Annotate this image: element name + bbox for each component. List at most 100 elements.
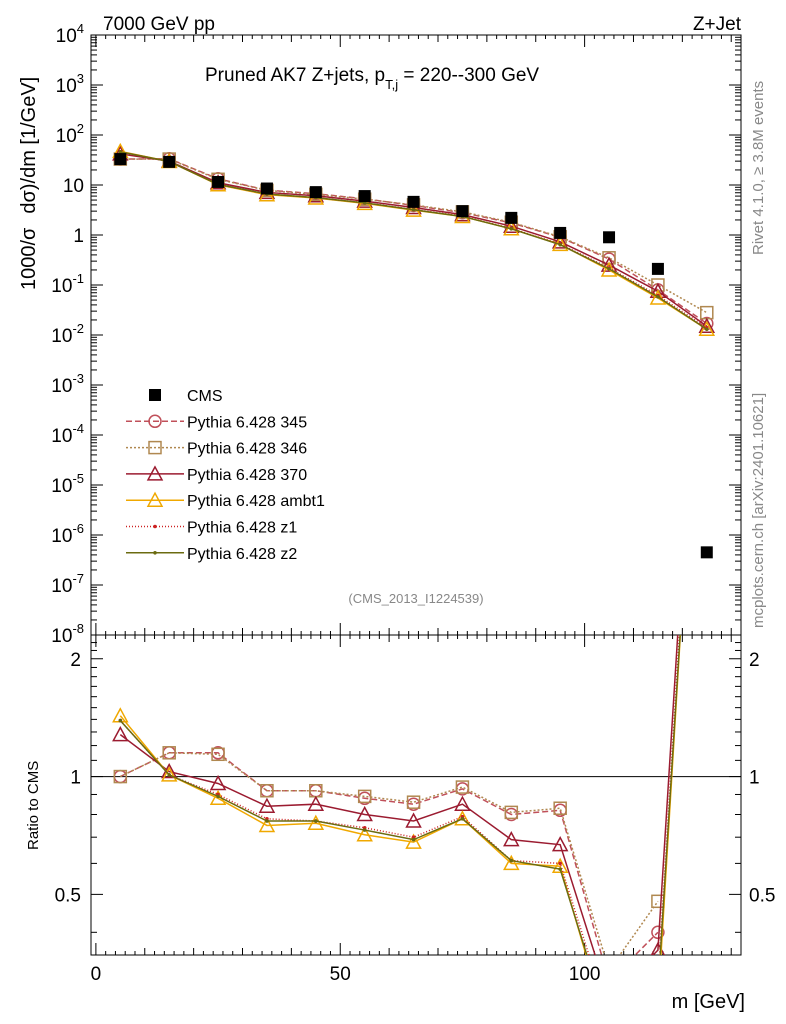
ratio-point [603,975,615,987]
ratio-point [504,805,519,820]
rivet-label: Rivet 4.1.0, ≥ 3.8M events [750,81,767,255]
y-tick-label: 103 [56,71,84,97]
ratio-point [602,992,616,1005]
cms-data-point [358,190,371,203]
legend-marker [153,551,157,555]
data-point [551,233,569,249]
legend-marker [148,440,162,455]
ratio-point [553,801,567,815]
legend-label: Pythia 6.428 346 [187,441,307,458]
cms-data-point [456,205,469,218]
ratio-point [551,857,569,873]
data-point [698,320,716,337]
ratio-y-tick-label: 1 [70,768,81,789]
ratio-y-axis-label: Ratio to CMS [25,761,42,850]
x-tick-label: 100 [569,964,601,985]
ratio-line [119,752,659,955]
data-point [656,295,660,299]
ratio-point [558,867,562,871]
series-line [120,157,708,325]
ratio-point [167,773,171,777]
x-axis-label: m [GeV] [672,991,745,1013]
y-tick-label: 10-2 [51,321,84,347]
ratio-point [607,1017,611,1021]
data-point [411,207,416,212]
ratio-point [357,789,372,804]
analysis-id: (CMS_2013_I1224539) [348,591,483,606]
ratio-point [705,191,709,195]
energy-label: 7000 GeV pp [103,14,215,35]
cms-data-point [309,186,322,199]
ratio-line [119,635,682,955]
legend-marker [148,414,162,429]
cms-data-point [260,182,273,195]
legend-label: Pythia 6.428 ambt1 [187,493,325,510]
ratio-point [558,861,562,866]
ratio-point [307,814,325,830]
legend-marker [146,491,164,507]
ratio-y-tick-label-right: 0.5 [749,885,775,906]
legend-label: Pythia 6.428 z2 [187,546,297,563]
ratio-point [211,747,225,762]
y-tick-label: 102 [56,121,84,147]
y-tick-label: 104 [56,21,84,47]
cms-data-point [554,226,567,239]
ratio-point [216,794,220,799]
ratio-point [160,766,178,782]
data-point [649,289,667,305]
ratio-point [455,780,470,794]
ratio-point [356,805,373,822]
ratio-line [119,752,659,955]
ratio-point [656,991,660,995]
ratio-point [113,769,128,784]
y-tick-label: 10-6 [51,521,84,547]
y-tick-label: 10-4 [51,421,84,447]
ratio-y-tick-label: 2 [70,650,81,671]
series-line [120,158,708,314]
data-point [503,217,520,233]
ratio-point [162,746,176,760]
x-tick-label: 50 [330,964,351,985]
legend-label: Pythia 6.428 345 [187,414,307,431]
y-tick-label: 10 [63,176,84,197]
ratio-line [119,635,681,955]
ratio-point [700,191,714,204]
cms-data-point [700,546,713,559]
legend-label: Pythia 6.428 z1 [187,520,297,537]
data-point [600,256,618,272]
ratio-line [119,635,681,955]
ratio-point [551,836,569,852]
y-axis-label: 1000/σdσ)/dm [1/GeV] [18,77,40,290]
ratio-point [405,833,422,849]
ratio-point [362,828,367,832]
ratio-point [314,819,318,823]
ratio-frame [90,634,742,956]
y-tick-label: 10-1 [51,271,84,297]
legend: CMS Pythia 6.428 345 Pythia 6.428 346 Pythi… [126,388,325,563]
data-point [509,227,514,231]
ratio-y-tick-label-right: 2 [749,650,760,671]
ratio-point [307,795,325,811]
cms-data-point [505,211,518,224]
ratio-point [118,718,123,723]
ratio-point [258,797,276,813]
chart-title: Pruned AK7 Z+jets, pT,j = 220--300 GeV [205,65,539,92]
ratio-point [460,816,465,821]
cms-data-point [651,262,664,275]
ratio-line [119,635,679,955]
y-tick-label: 10-3 [51,371,84,397]
ratio-point [411,837,416,842]
ratio-point [503,854,520,871]
ratio-point [260,783,274,798]
ratio-point [209,774,227,791]
data-point [698,317,716,333]
cms-data-point [407,195,420,208]
data-point [704,327,709,332]
data-point [558,242,562,247]
ratio-point [700,165,714,178]
ratio-point [454,795,471,811]
ratio-point [656,979,660,983]
data-point [118,150,123,154]
ratio-point [454,810,471,826]
